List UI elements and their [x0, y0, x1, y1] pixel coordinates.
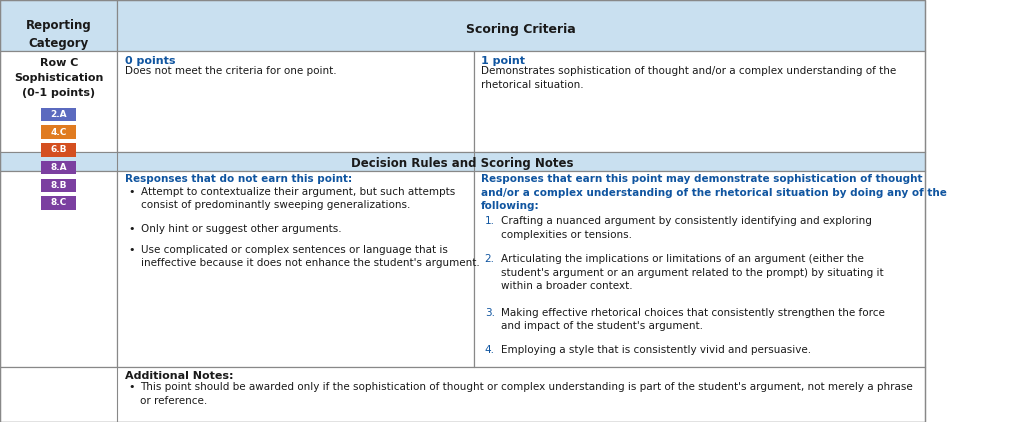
- Bar: [41, 196, 77, 210]
- Text: Only hint or suggest other arguments.: Only hint or suggest other arguments.: [140, 224, 341, 234]
- Text: 4.C: 4.C: [50, 127, 67, 137]
- Text: Use complicated or complex sentences or language that is
ineffective because it : Use complicated or complex sentences or …: [140, 245, 479, 268]
- Bar: [41, 179, 77, 192]
- Text: 8.B: 8.B: [50, 181, 67, 190]
- Text: 8.C: 8.C: [50, 198, 67, 208]
- Bar: [118, 0, 925, 51]
- Text: 6.B: 6.B: [50, 145, 67, 154]
- Text: Scoring Criteria: Scoring Criteria: [466, 23, 577, 36]
- Text: 2.A: 2.A: [50, 110, 67, 119]
- Bar: [41, 161, 77, 174]
- Bar: [41, 143, 77, 157]
- Text: Attempt to contextualize their argument, but such attempts
consist of predominan: Attempt to contextualize their argument,…: [140, 187, 455, 210]
- Text: •: •: [129, 382, 135, 392]
- Text: 2.: 2.: [484, 254, 495, 264]
- Text: Demonstrates sophistication of thought and/or a complex understanding of the
rhe: Demonstrates sophistication of thought a…: [481, 66, 896, 90]
- Text: Row C
Sophistication
(0-1 points): Row C Sophistication (0-1 points): [14, 58, 103, 98]
- Bar: [41, 108, 77, 121]
- Text: 4.: 4.: [484, 345, 495, 355]
- Text: 3.: 3.: [484, 308, 495, 318]
- Bar: [0, 171, 118, 367]
- Text: Additional Notes:: Additional Notes:: [125, 371, 233, 381]
- Text: Responses that do not earn this point:: Responses that do not earn this point:: [125, 174, 352, 184]
- Bar: [118, 171, 474, 367]
- Bar: [474, 51, 925, 152]
- Bar: [474, 171, 925, 367]
- Bar: [0, 367, 925, 422]
- Text: 0 points: 0 points: [125, 56, 175, 66]
- Text: Crafting a nuanced argument by consistently identifying and exploring
complexiti: Crafting a nuanced argument by consisten…: [502, 216, 872, 240]
- Bar: [0, 0, 118, 51]
- Text: Making effective rhetorical choices that consistently strengthen the force
and i: Making effective rhetorical choices that…: [502, 308, 885, 331]
- Text: •: •: [129, 187, 135, 197]
- Bar: [0, 152, 925, 171]
- Text: 1 point: 1 point: [481, 56, 525, 66]
- Bar: [118, 51, 474, 152]
- Text: Employing a style that is consistently vivid and persuasive.: Employing a style that is consistently v…: [502, 345, 811, 355]
- Text: Does not meet the criteria for one point.: Does not meet the criteria for one point…: [125, 66, 337, 76]
- Text: 8.A: 8.A: [50, 163, 67, 172]
- Text: Responses that earn this point may demonstrate sophistication of thought
and/or : Responses that earn this point may demon…: [481, 174, 947, 211]
- Bar: [41, 125, 77, 139]
- Text: This point should be awarded only if the sophistication of thought or complex un: This point should be awarded only if the…: [139, 382, 912, 406]
- Bar: [0, 51, 118, 152]
- Text: •: •: [129, 224, 135, 234]
- Text: •: •: [129, 245, 135, 255]
- Text: Reporting
Category: Reporting Category: [26, 19, 91, 50]
- Text: 1.: 1.: [484, 216, 495, 227]
- Text: Decision Rules and Scoring Notes: Decision Rules and Scoring Notes: [351, 157, 573, 170]
- Text: Articulating the implications or limitations of an argument (either the
student': Articulating the implications or limitat…: [502, 254, 884, 291]
